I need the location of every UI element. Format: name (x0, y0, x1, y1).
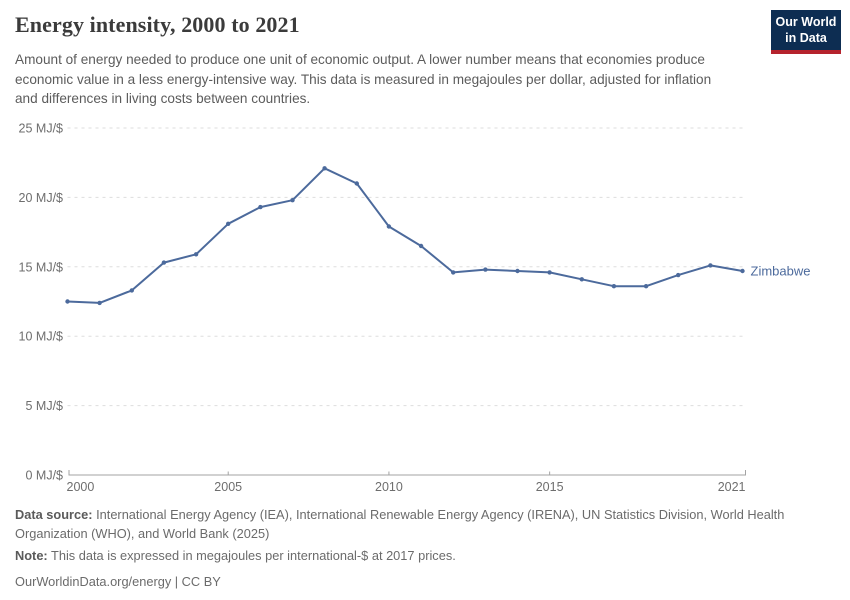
note-label: Note: (15, 548, 48, 564)
data-point-marker[interactable] (193, 252, 199, 257)
data-point-marker[interactable] (676, 272, 681, 278)
data-point-marker[interactable] (290, 198, 295, 203)
data-point-marker[interactable] (611, 284, 617, 289)
x-axis-tick-label: 2000 (67, 480, 95, 494)
data-point-marker[interactable] (161, 260, 167, 265)
footer: Data source: International Energy Agency… (15, 506, 805, 595)
x-axis-tick-label: 2021 (718, 480, 746, 494)
data-source-line: Data source: International Energy Agency… (15, 506, 793, 543)
data-point-marker[interactable] (579, 277, 584, 282)
data-point-marker[interactable] (515, 268, 520, 274)
chart-title: Energy intensity, 2000 to 2021 (15, 12, 300, 37)
data-point-marker[interactable] (386, 224, 392, 229)
data-point-marker[interactable] (740, 268, 745, 274)
x-axis-tick-label: 2015 (536, 480, 564, 494)
owid-logo-line2: in Data (785, 31, 827, 45)
data-point-marker[interactable] (97, 300, 102, 306)
y-axis-tick-label: 10 MJ/$ (19, 330, 64, 344)
owid-logo-line1: Our World (775, 15, 837, 29)
data-point-marker[interactable] (65, 299, 70, 304)
data-point-marker[interactable] (354, 181, 359, 186)
data-point-marker[interactable] (129, 288, 134, 293)
data-source-label: Data source: (15, 507, 93, 522)
x-axis-tick-label: 2005 (214, 480, 242, 494)
data-point-marker[interactable] (418, 243, 424, 249)
data-point-marker[interactable] (708, 263, 713, 268)
note-line: Note: This data is expressed in megajoul… (15, 547, 805, 566)
owid-link[interactable]: OurWorldinData.org/energy | CC BY (15, 573, 221, 589)
y-axis-tick-label: 20 MJ/$ (19, 191, 64, 205)
y-axis-tick-label: 15 MJ/$ (19, 260, 64, 274)
note-text: This data is expressed in megajoules per… (47, 548, 456, 564)
x-axis-line (68, 470, 746, 476)
y-axis-tick-label: 25 MJ/$ (19, 122, 64, 136)
y-axis-tick-label: 5 MJ/$ (25, 399, 63, 413)
y-axis-tick-label: 0 MJ/$ (25, 469, 63, 483)
series-line-zimbabwe[interactable] (66, 167, 744, 304)
data-point-marker[interactable] (547, 270, 552, 275)
data-point-marker[interactable] (258, 204, 263, 210)
x-axis-tick-label: 2010 (375, 480, 403, 494)
data-point-marker[interactable] (451, 270, 456, 275)
chart-subtitle: Amount of energy needed to produce one u… (15, 52, 712, 107)
data-point-marker[interactable] (483, 267, 488, 272)
data-point-marker[interactable] (226, 221, 231, 226)
data-source-text: International Energy Agency (IEA), Inter… (15, 507, 785, 541)
data-point-marker[interactable] (322, 166, 327, 171)
series-label-zimbabwe[interactable]: Zimbabwe (751, 263, 811, 278)
owid-logo[interactable]: Our World in Data (771, 10, 841, 54)
data-point-marker[interactable] (643, 284, 649, 289)
